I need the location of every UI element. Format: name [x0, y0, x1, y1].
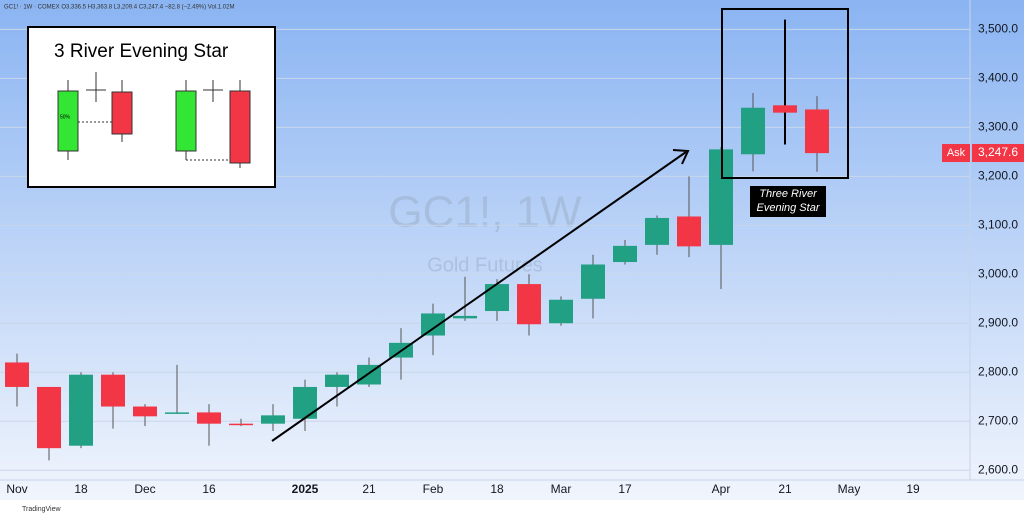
annotation: Evening Star — [757, 202, 821, 214]
x-tick-label: 21 — [778, 482, 792, 496]
x-tick-label: 2025 — [292, 482, 319, 496]
y-tick-label: 3,300.0 — [978, 120, 1018, 134]
y-tick-label: 3,400.0 — [978, 71, 1018, 85]
candle-body — [613, 245, 637, 263]
candle-body — [517, 284, 541, 325]
candle-body — [421, 313, 445, 336]
candle-body — [485, 284, 509, 312]
inset-title: 3 River Evening Star — [54, 41, 229, 62]
candle-body — [773, 105, 797, 113]
header: GC1! · 1W · COMEX O3,336.5 H3,363.8 L3,2… — [4, 5, 234, 11]
x-tick-label: 16 — [202, 482, 216, 496]
candle-body — [37, 386, 61, 449]
x-tick-label: 21 — [362, 482, 376, 496]
x-tick-label: Mar — [551, 482, 572, 496]
candle-body — [453, 315, 477, 319]
annotation-box — [750, 186, 826, 217]
y-tick-label: 3,000.0 — [978, 266, 1018, 280]
candle-body — [197, 412, 221, 424]
price-tag-label: Ask — [947, 147, 966, 159]
x-tick-label: Apr — [712, 482, 731, 496]
y-tick-label: 2,600.0 — [978, 462, 1018, 476]
candle-body — [69, 374, 93, 446]
candle-body — [805, 109, 829, 154]
candle-body — [101, 374, 125, 407]
x-tick-label: 18 — [490, 482, 504, 496]
candle-body — [133, 406, 157, 417]
x-tick-label: 18 — [74, 482, 88, 496]
trend-arrow — [271, 151, 687, 442]
y-tick-label: 2,800.0 — [978, 364, 1018, 378]
arrow-head — [672, 149, 690, 165]
footer-bar — [0, 500, 1024, 516]
y-tick-label: 2,900.0 — [978, 315, 1018, 329]
y-tick-label: 3,100.0 — [978, 217, 1018, 231]
candle-body — [645, 217, 669, 245]
x-tick-label: 17 — [618, 482, 632, 496]
annotation: Three River — [759, 188, 818, 200]
candle-body — [581, 264, 605, 299]
x-tick-label: 19 — [906, 482, 920, 496]
highlight-box — [721, 8, 849, 179]
candle-body — [677, 216, 701, 247]
x-tick-label: May — [838, 482, 861, 496]
watermark: GC1!, 1W — [388, 188, 582, 237]
candle-body — [549, 299, 573, 324]
x-tick-label: Feb — [423, 482, 444, 496]
y-tick-label: 3,500.0 — [978, 22, 1018, 36]
candle-body — [261, 415, 285, 424]
price-tag — [972, 144, 1024, 163]
y-tick-label: 2,700.0 — [978, 413, 1018, 427]
x-tick-label: Dec — [134, 482, 155, 496]
inset-pattern — [57, 72, 251, 168]
price-tag-label-bg — [942, 144, 970, 163]
candle-body — [325, 374, 349, 387]
x-tick-label: Nov — [6, 482, 27, 496]
candle-body — [293, 386, 317, 419]
candle-body — [229, 423, 253, 426]
watermark-subtitle: Gold Futures — [427, 254, 543, 276]
price-tag-value: 3,247.6 — [978, 145, 1018, 159]
footer: TradingView — [22, 506, 61, 513]
y-tick-label: 3,200.0 — [978, 168, 1018, 182]
candle-body — [165, 412, 189, 414]
candle-body — [5, 362, 29, 387]
candle-body — [741, 107, 765, 155]
inset-label: 50% — [60, 114, 71, 120]
